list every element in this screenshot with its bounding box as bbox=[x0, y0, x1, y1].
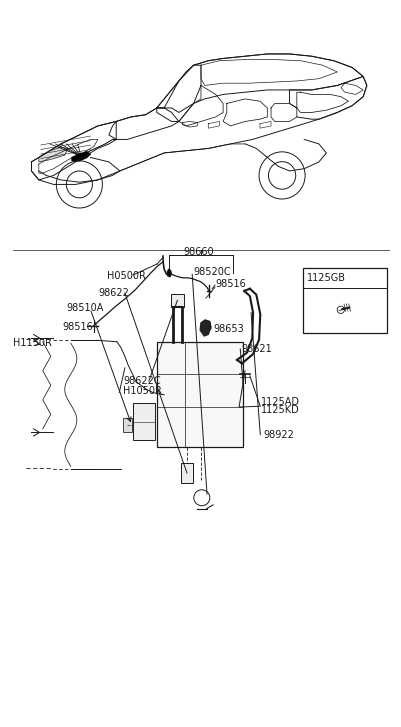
Text: 98622: 98622 bbox=[99, 288, 130, 298]
FancyBboxPatch shape bbox=[156, 342, 243, 447]
Text: 1125GB: 1125GB bbox=[306, 273, 345, 283]
Text: 98510A: 98510A bbox=[67, 303, 104, 313]
Text: 98621: 98621 bbox=[241, 344, 271, 354]
Text: 1125KD: 1125KD bbox=[260, 405, 299, 415]
FancyBboxPatch shape bbox=[170, 294, 183, 307]
Text: 98660: 98660 bbox=[182, 247, 213, 257]
FancyBboxPatch shape bbox=[180, 463, 192, 483]
Text: H1050R: H1050R bbox=[123, 386, 161, 396]
Text: 98516: 98516 bbox=[215, 278, 245, 289]
FancyBboxPatch shape bbox=[123, 418, 132, 433]
Polygon shape bbox=[72, 152, 90, 161]
Polygon shape bbox=[167, 269, 171, 276]
Text: 98922: 98922 bbox=[262, 430, 293, 440]
Text: H1150R: H1150R bbox=[13, 338, 51, 348]
Text: 98520C: 98520C bbox=[192, 267, 230, 277]
Text: H0500R: H0500R bbox=[107, 271, 146, 281]
Text: 98516: 98516 bbox=[63, 322, 93, 332]
Polygon shape bbox=[39, 148, 68, 162]
Polygon shape bbox=[200, 320, 211, 336]
FancyBboxPatch shape bbox=[133, 403, 154, 440]
Text: 98653: 98653 bbox=[213, 324, 243, 334]
Text: 98622C: 98622C bbox=[123, 376, 160, 386]
Text: 1125AD: 1125AD bbox=[260, 397, 299, 407]
FancyBboxPatch shape bbox=[302, 268, 386, 333]
